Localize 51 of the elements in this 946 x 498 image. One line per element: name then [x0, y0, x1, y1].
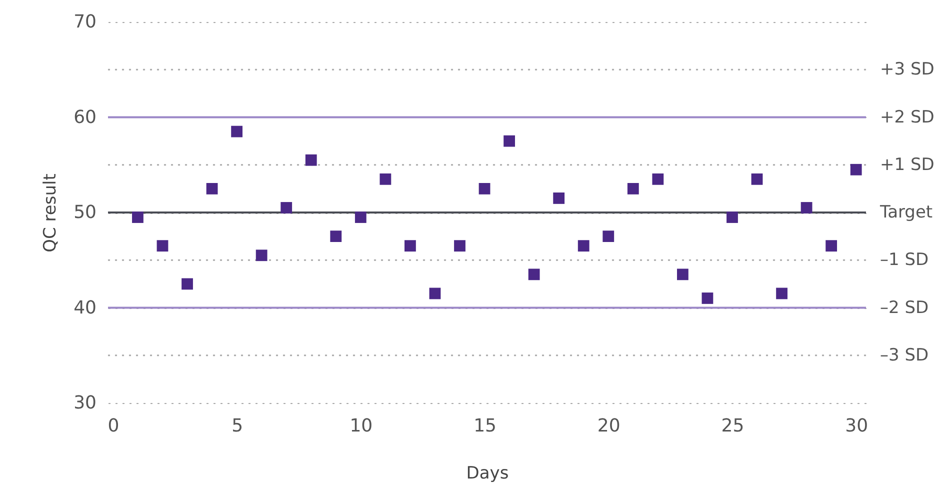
- x-tick-label: 20: [597, 416, 620, 436]
- x-tick-label: 30: [845, 416, 868, 436]
- point: [751, 173, 763, 185]
- point: [256, 250, 268, 262]
- point: [652, 173, 664, 185]
- ref-line-label: +2 SD: [880, 107, 934, 128]
- point: [305, 154, 317, 166]
- y-tick-label: 70: [74, 12, 96, 32]
- y-tick-label: 60: [74, 106, 96, 128]
- point: [156, 240, 168, 252]
- point: [850, 164, 862, 176]
- y-tick-label: 50: [74, 202, 96, 223]
- point: [553, 192, 565, 204]
- point: [702, 292, 714, 304]
- point: [206, 182, 218, 194]
- x-tick-label: 5: [232, 416, 244, 436]
- ref-line-label: +3 SD: [880, 60, 934, 80]
- point: [800, 202, 812, 214]
- x-tick-label: 25: [721, 416, 744, 436]
- point: [726, 212, 738, 223]
- ref-line-label: –2 SD: [880, 298, 929, 318]
- x-tick-label: 10: [350, 416, 373, 436]
- point: [330, 230, 342, 242]
- point: [132, 212, 144, 223]
- point: [826, 240, 838, 252]
- point: [602, 230, 614, 242]
- y-tick-label: 40: [74, 297, 96, 318]
- point: [454, 240, 466, 252]
- y-tick-label: 30: [74, 392, 96, 414]
- point: [478, 182, 490, 194]
- point: [528, 268, 540, 280]
- point: [676, 268, 688, 280]
- ref-line-label: Target: [879, 202, 933, 222]
- point: [280, 202, 292, 214]
- y-axis-title: QC result: [40, 173, 61, 252]
- point: [776, 288, 788, 300]
- ref-line-label: +1 SD: [880, 154, 934, 175]
- point: [380, 173, 392, 185]
- point: [429, 288, 441, 300]
- point: [354, 212, 366, 223]
- x-tick-label: 15: [474, 416, 496, 436]
- point: [578, 240, 590, 252]
- point: [231, 126, 243, 138]
- point: [404, 240, 416, 252]
- ref-line-label: –3 SD: [880, 345, 929, 366]
- x-tick-label: 0: [108, 416, 120, 436]
- point: [627, 182, 639, 194]
- x-axis-title: Days: [466, 464, 509, 484]
- ref-line-label: –1 SD: [880, 250, 929, 270]
- point: [182, 278, 193, 290]
- point: [504, 135, 515, 147]
